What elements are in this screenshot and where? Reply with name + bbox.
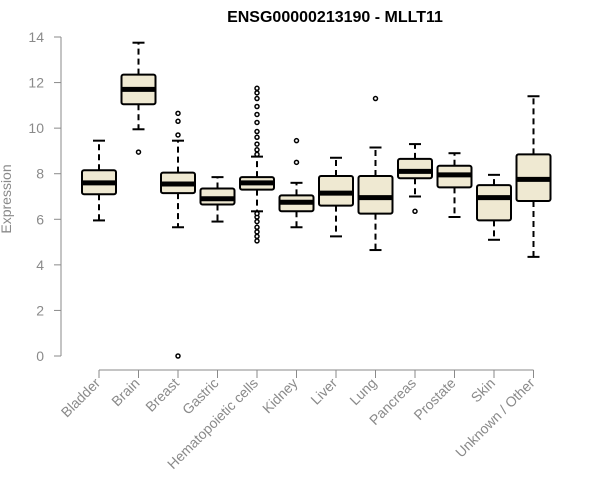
x-tick-label: Skin (468, 375, 499, 406)
outlier-point (254, 224, 260, 231)
y-tick-label: 10 (28, 120, 44, 136)
box-group (81, 139, 117, 222)
x-tick-label: Lung (346, 375, 379, 408)
outlier-point (254, 141, 260, 147)
outlier-point (254, 218, 260, 225)
x-tick-label: Prostate (410, 375, 458, 423)
outlier-point (254, 134, 260, 141)
box-group (239, 85, 275, 244)
y-tick-label: 2 (36, 302, 44, 318)
boxes (81, 41, 552, 359)
outlier-point (254, 229, 260, 235)
outlier-point (254, 111, 260, 118)
outlier-point (254, 85, 260, 92)
outlier-point (254, 147, 260, 153)
box (357, 174, 394, 215)
box-group (436, 152, 473, 219)
x-tick-label: Breast (142, 375, 182, 415)
box (476, 184, 512, 222)
y-tick-label: 4 (36, 257, 44, 273)
y-tick-label: 8 (36, 166, 44, 182)
outlier-point (412, 208, 418, 215)
box-group (160, 110, 196, 359)
box (397, 157, 433, 180)
outlier-point (254, 210, 260, 217)
outlier-point (175, 132, 181, 138)
y-tick-label: 14 (28, 29, 44, 45)
y-axis-label: Expression (0, 164, 14, 233)
outlier-point (254, 95, 260, 102)
outlier-point (175, 353, 181, 359)
box-group (357, 95, 394, 252)
outlier-point (254, 233, 260, 240)
outlier-point (254, 151, 260, 158)
x-tick-label: Bladder (58, 375, 104, 421)
box-group (278, 137, 315, 229)
outlier-point (254, 90, 260, 96)
outlier-point (293, 159, 300, 166)
x-tick-label: Brain (108, 375, 142, 409)
outlier-point (135, 149, 142, 155)
y-tick-label: 0 (36, 348, 44, 364)
y-tick-label: 12 (28, 75, 44, 91)
box-group (476, 173, 512, 241)
outlier-point (254, 119, 260, 126)
chart-title: ENSG00000213190 - MLLT11 (227, 9, 443, 26)
box-group (515, 95, 552, 258)
box-group (120, 41, 157, 155)
outlier-point (254, 238, 260, 244)
box-group (199, 176, 236, 223)
outlier-point (293, 137, 300, 144)
box-group (318, 156, 354, 238)
outlier-point (175, 110, 181, 117)
outlier-point (372, 95, 379, 102)
y-axis: 0 2 4 6 8 10 12 14 (28, 29, 62, 364)
box-group (397, 143, 433, 215)
x-tick-label: Liver (307, 375, 340, 408)
outlier-point (175, 118, 181, 125)
outlier-point (254, 103, 260, 110)
y-tick-label: 6 (36, 211, 44, 227)
x-tick-label: Kidney (259, 375, 301, 417)
outlier-point (254, 128, 260, 135)
